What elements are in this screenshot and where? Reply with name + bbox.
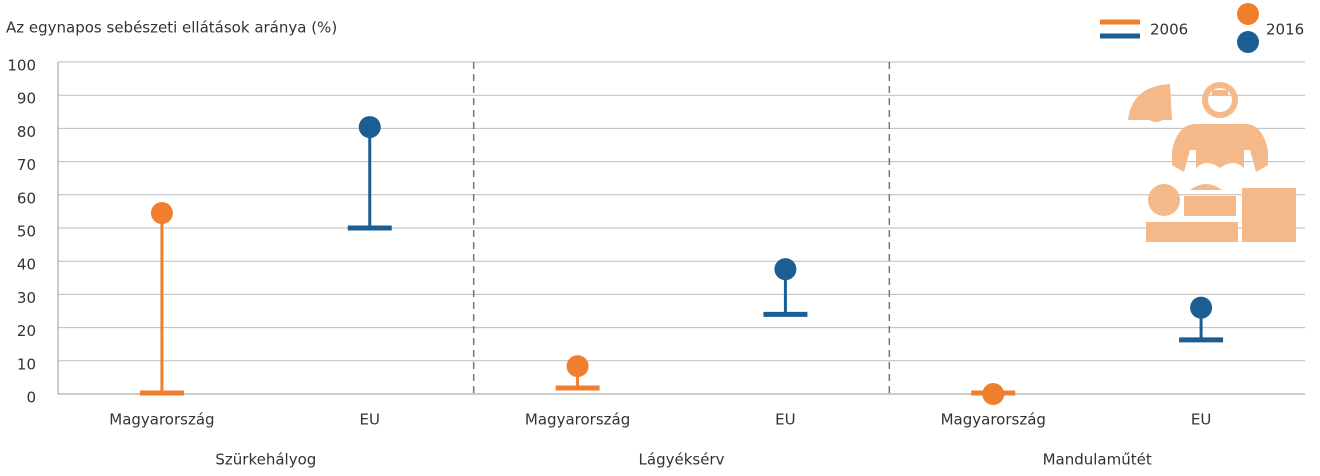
x-tick-label: Magyarország [525,411,630,429]
group-label: Lágyéksérv [639,451,725,469]
y-tick-label: 10 [17,355,36,373]
y-tick-label: 40 [17,256,36,274]
legend-swatch [1237,3,1259,25]
x-tick-label: EU [1191,411,1211,429]
group-label: Mandulaműtét [1043,451,1152,469]
y-tick-label: 60 [17,189,36,207]
marker-2016 [1190,297,1212,319]
x-tick-label: EU [360,411,380,429]
y-tick-label: 0 [26,389,36,407]
chart: Az egynapos sebészeti ellátások aránya (… [0,0,1320,472]
x-tick-label: Magyarország [109,411,214,429]
x-tick-label: Magyarország [941,411,1046,429]
marker-2016 [982,383,1004,405]
y-tick-label: 70 [17,156,36,174]
icon [1128,84,1296,242]
y-tick-label: 80 [17,123,36,141]
group-label: Szürkehályog [215,451,316,469]
legend-swatch [1237,31,1259,53]
legend-label: 2006 [1150,21,1188,39]
y-tick-label: 100 [7,57,36,75]
chart-title: Az egynapos sebészeti ellátások aránya (… [6,19,337,37]
y-tick-label: 20 [17,322,36,340]
marker-2016 [359,116,381,138]
y-tick-label: 30 [17,289,36,307]
marker-2016 [567,355,589,377]
y-tick-label: 50 [17,223,36,241]
legend-label: 2016 [1266,21,1304,39]
x-tick-label: EU [775,411,795,429]
marker-2016 [774,258,796,280]
marker-2016 [151,202,173,224]
y-tick-label: 90 [17,90,36,108]
